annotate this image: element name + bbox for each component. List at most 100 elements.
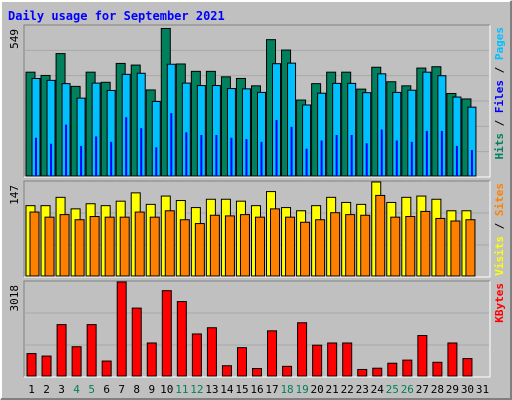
x-tick-day-25: 25 [386, 383, 399, 396]
bar-pages-day-15 [245, 139, 248, 176]
bar-pages-day-2 [50, 143, 53, 176]
bar-kbytes-day-22 [342, 342, 353, 377]
bar-kbytes-day-4 [71, 346, 82, 377]
x-axis: 1 2 3 4 5 6 7 8 9 10 11 12 13 14 15 16 17 18 19 20 21 22 23 24 2… [28, 383, 489, 396]
legend-files: Files [493, 80, 506, 113]
bar-pages-day-1 [35, 137, 37, 176]
plot-border-dark [23, 180, 490, 277]
bar-sites-day-8 [134, 211, 145, 277]
bar-pages-day-14 [230, 137, 233, 176]
scale-label: 549 [8, 29, 21, 49]
bar-kbytes-day-26 [402, 359, 413, 377]
x-tick-day-13: 13 [205, 383, 218, 396]
bar-pages-day-18 [290, 126, 293, 176]
x-tick-day-1: 1 [28, 383, 35, 396]
x-tick-day-29: 29 [446, 383, 459, 396]
bar-kbytes-day-15 [236, 347, 247, 377]
bar-kbytes-day-5 [86, 324, 97, 377]
plot-border-light [24, 25, 491, 178]
x-tick-day-23: 23 [356, 383, 369, 396]
bar-pages-day-19 [305, 148, 308, 176]
bar-kbytes-day-3 [56, 324, 67, 377]
x-tick-day-22: 22 [341, 383, 354, 396]
bar-kbytes-day-17 [267, 330, 278, 377]
x-tick-day-31: 31 [476, 383, 489, 396]
bar-pages-day-9 [155, 147, 158, 176]
x-tick-day-18: 18 [280, 383, 293, 396]
bar-pages-day-6 [110, 141, 113, 176]
x-tick-day-30: 30 [461, 383, 474, 396]
bar-kbytes-day-23 [357, 368, 368, 377]
bar-pages-day-28 [440, 130, 443, 176]
bar-kbytes-day-21 [327, 342, 338, 377]
bar-pages-day-4 [80, 145, 83, 176]
bar-pages-day-21 [335, 135, 338, 176]
bar-sites-day-25 [390, 216, 401, 277]
bar-sites-day-6 [104, 216, 115, 277]
series-hits [25, 27, 472, 177]
bar-kbytes-day-27 [417, 335, 428, 377]
bar-sites-day-3 [59, 214, 70, 277]
x-tick-day-5: 5 [88, 383, 95, 396]
legend-separator: / [493, 216, 506, 236]
panel-kbytes: 3018 KBytes [8, 280, 506, 378]
bar-kbytes-day-14 [221, 365, 232, 377]
bar-kbytes-day-29 [447, 342, 458, 377]
bar-kbytes-day-25 [387, 362, 398, 377]
bar-kbytes-day-18 [282, 365, 293, 377]
bar-kbytes-day-11 [176, 301, 187, 377]
bar-sites-day-18 [285, 216, 296, 277]
bar-sites-day-29 [450, 220, 461, 277]
bar-sites-day-24 [375, 194, 386, 277]
axis-legend: Visits / Sites [493, 183, 506, 276]
bar-kbytes-day-2 [41, 355, 52, 377]
bar-sites-day-28 [435, 217, 446, 277]
series-sites [29, 194, 476, 277]
bar-kbytes-day-19 [297, 322, 308, 377]
bar-pages-day-25 [395, 140, 398, 176]
bar-sites-day-22 [345, 214, 356, 277]
x-tick-day-21: 21 [326, 383, 339, 396]
bar-pages-day-26 [410, 141, 413, 176]
bar-pages-day-17 [275, 119, 278, 176]
bar-sites-day-20 [315, 219, 326, 277]
x-tick-day-16: 16 [250, 383, 263, 396]
bar-sites-day-19 [300, 221, 311, 277]
x-tick-day-19: 19 [295, 383, 308, 396]
x-tick-day-26: 26 [401, 383, 414, 396]
bar-sites-day-10 [164, 210, 175, 277]
legend-hits: Hits [493, 133, 506, 160]
bar-pages-day-8 [140, 128, 143, 176]
x-tick-day-15: 15 [235, 383, 248, 396]
bar-sites-day-17 [270, 208, 281, 277]
bar-pages-day-10 [170, 113, 173, 176]
legend-visits: Visits [493, 236, 506, 276]
scale-label: 147 [8, 185, 21, 205]
bar-kbytes-day-20 [312, 344, 323, 377]
bar-sites-day-2 [44, 216, 55, 277]
bar-pages-day-11 [185, 132, 188, 176]
bar-pages-day-20 [320, 140, 323, 176]
x-tick-day-17: 17 [265, 383, 278, 396]
legend-sites: Sites [493, 183, 506, 216]
bar-sites-day-9 [149, 216, 160, 277]
bar-pages-day-13 [215, 135, 218, 176]
bar-pages-day-3 [65, 124, 68, 176]
bar-sites-day-12 [194, 223, 205, 277]
x-tick-day-8: 8 [133, 383, 140, 396]
bar-kbytes-day-9 [146, 342, 157, 377]
x-tick-day-24: 24 [371, 383, 385, 396]
panels-layer: 549 Hits / Files / Pages 147 Visits / Sites… [8, 24, 506, 378]
bar-kbytes-day-7 [116, 281, 127, 377]
bar-pages-day-22 [350, 135, 353, 176]
scale-label: 3018 [8, 285, 21, 312]
legend-pages: Pages [493, 27, 506, 60]
bar-sites-day-14 [224, 215, 235, 277]
bar-kbytes-day-12 [191, 333, 202, 377]
plot-border-light [24, 281, 491, 378]
panel-hits-files-pages: 549 Hits / Files / Pages [8, 24, 506, 178]
x-tick-day-9: 9 [148, 383, 155, 396]
chart-title: Daily usage for September 2021 [8, 9, 225, 23]
bar-pages-day-24 [380, 129, 383, 176]
